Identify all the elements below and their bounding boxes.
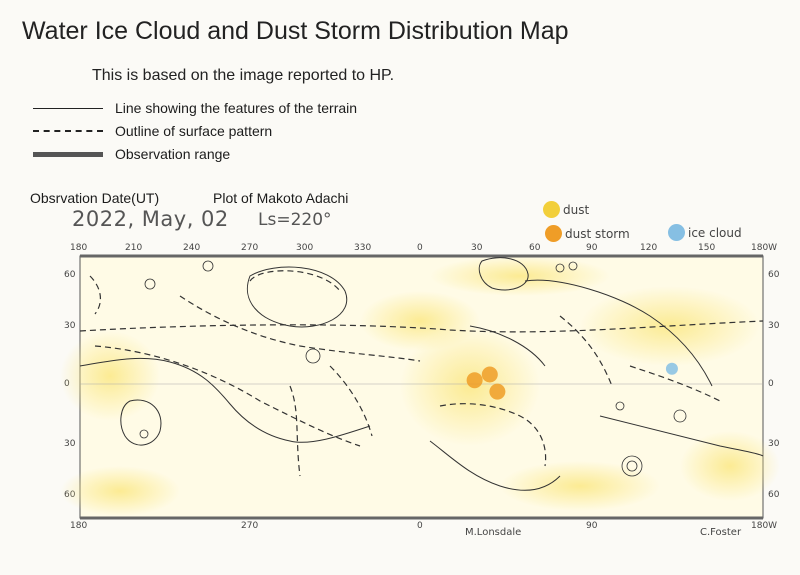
map-subtitle: This is based on the image reported to H…	[92, 67, 395, 84]
mars-map: 180 210 240 270 300 330 0 30 60 90 120 1…	[0, 236, 800, 546]
lat-tick: 30	[768, 439, 780, 449]
lon-tick: 240	[183, 243, 201, 253]
dust-storm-marker	[489, 383, 506, 400]
lat-tick: 30	[768, 321, 780, 331]
lon-tick: 0	[417, 243, 423, 253]
lat-tick: 0	[768, 379, 774, 389]
ice-cloud-marker	[665, 362, 678, 375]
lon-tick: 270	[241, 243, 259, 253]
ice-cloud-dot-icon	[668, 224, 685, 241]
lon-tick: 330	[354, 243, 372, 253]
lon-tick: 180W	[751, 521, 778, 531]
cloud-legend-dust: dust	[543, 201, 589, 218]
lon-tick: 270	[241, 521, 259, 531]
craters	[139, 260, 687, 477]
lon-tick: 30	[471, 243, 483, 253]
cloud-legend-ice-cloud: ice cloud	[668, 224, 742, 241]
legend-surface-pattern: Outline of surface pattern	[33, 121, 272, 141]
map-drawing	[60, 254, 780, 520]
dust-storm-marker	[481, 366, 498, 383]
credit-right: C.Foster	[700, 527, 742, 538]
map-title: Water Ice Cloud and Dust Storm Distribut…	[22, 17, 569, 45]
cloud-legend-dust-storm: dust storm	[545, 225, 630, 242]
dust-dot-icon	[543, 201, 560, 218]
observation-date: 2022, May, 02	[72, 207, 229, 231]
thick-line-sample	[33, 151, 103, 157]
observed-features	[466, 362, 678, 400]
lat-tick: 30	[64, 439, 76, 449]
lat-tick: 60	[768, 270, 780, 280]
lon-tick: 210	[125, 243, 143, 253]
lon-tick: 150	[698, 243, 716, 253]
lat-tick: 60	[768, 490, 780, 500]
lon-tick: 90	[586, 521, 598, 531]
dust-storm-marker	[466, 372, 483, 389]
surface-pattern-lines	[79, 270, 764, 477]
credit-left: M.Lonsdale	[465, 527, 522, 538]
observation-date-label: Obsrvation Date(UT)	[30, 190, 160, 206]
plotter-name: Plot of Makoto Adachi	[213, 190, 349, 206]
solar-longitude: Ls=220°	[258, 210, 332, 230]
legend-label: Line showing the features of the terrain	[115, 100, 358, 116]
legend-terrain: Line showing the features of the terrain	[33, 98, 357, 118]
legend-observation-range: Observation range	[33, 144, 230, 164]
lon-tick: 120	[640, 243, 658, 253]
legend-label: Outline of surface pattern	[115, 123, 273, 139]
lon-tick: 300	[296, 243, 314, 253]
terrain-lines	[79, 257, 764, 491]
solid-line-sample	[33, 107, 103, 109]
lon-tick: 180	[70, 521, 88, 531]
dashed-line-sample	[33, 130, 103, 132]
lat-tick: 30	[64, 321, 76, 331]
lon-tick: 90	[586, 243, 598, 253]
legend-label: Observation range	[115, 146, 231, 162]
lat-tick: 60	[64, 270, 76, 280]
lon-tick: 180W	[751, 243, 778, 253]
dust-storm-dot-icon	[545, 225, 562, 242]
lon-tick: 60	[529, 243, 541, 253]
lon-tick: 180	[70, 243, 88, 253]
lon-tick: 0	[417, 521, 423, 531]
